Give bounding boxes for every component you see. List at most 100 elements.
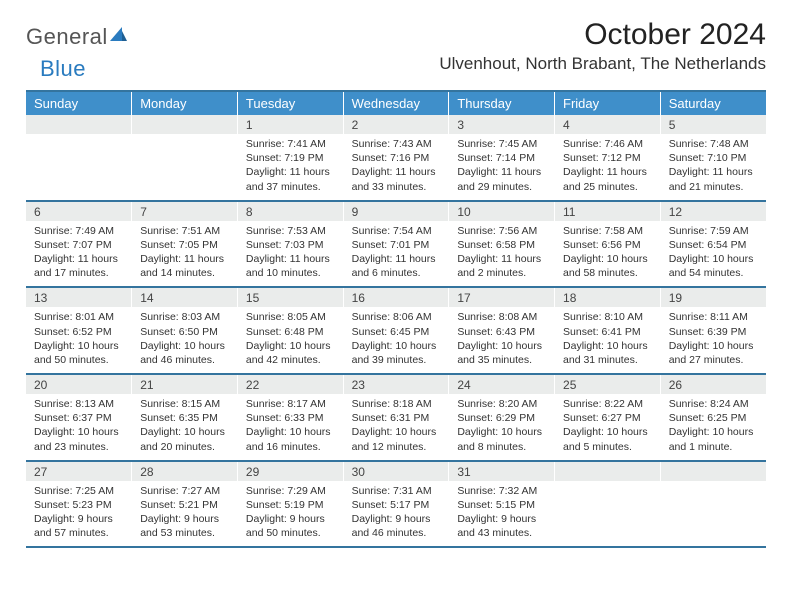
- day-detail-cell: [660, 481, 766, 547]
- day-number-cell: 30: [343, 462, 449, 481]
- day-number-cell: 22: [237, 375, 343, 394]
- day-detail-cell: Sunrise: 8:03 AMSunset: 6:50 PMDaylight:…: [132, 307, 238, 373]
- daylight-text: Daylight: 11 hours and 33 minutes.: [352, 165, 441, 193]
- sunrise-text: Sunrise: 7:54 AM: [352, 224, 441, 238]
- sunset-text: Sunset: 7:03 PM: [246, 238, 335, 252]
- day-number-cell: 26: [660, 375, 766, 394]
- day-detail-cell: Sunrise: 7:51 AMSunset: 7:05 PMDaylight:…: [132, 221, 238, 287]
- daylight-text: Daylight: 11 hours and 2 minutes.: [457, 252, 546, 280]
- day-detail-cell: Sunrise: 7:48 AMSunset: 7:10 PMDaylight:…: [660, 134, 766, 200]
- weekday-header: Thursday: [449, 92, 555, 115]
- daylight-text: Daylight: 10 hours and 54 minutes.: [669, 252, 758, 280]
- daylight-text: Daylight: 9 hours and 53 minutes.: [140, 512, 229, 540]
- day-number-cell: 23: [343, 375, 449, 394]
- day-number-cell: 24: [449, 375, 555, 394]
- daylight-text: Daylight: 10 hours and 1 minute.: [669, 425, 758, 453]
- sunrise-text: Sunrise: 8:10 AM: [563, 310, 652, 324]
- week-separator: [26, 546, 766, 548]
- day-number-row: 2728293031: [26, 462, 766, 481]
- sunrise-text: Sunrise: 8:22 AM: [563, 397, 652, 411]
- sunset-text: Sunset: 5:23 PM: [34, 498, 123, 512]
- day-number-cell: 29: [237, 462, 343, 481]
- daylight-text: Daylight: 9 hours and 50 minutes.: [246, 512, 335, 540]
- title-block: October 2024 Ulvenhout, North Brabant, T…: [439, 18, 766, 74]
- day-detail-cell: Sunrise: 8:06 AMSunset: 6:45 PMDaylight:…: [343, 307, 449, 373]
- day-detail-cell: Sunrise: 7:45 AMSunset: 7:14 PMDaylight:…: [449, 134, 555, 200]
- sunrise-text: Sunrise: 7:29 AM: [246, 484, 335, 498]
- daylight-text: Daylight: 10 hours and 50 minutes.: [34, 339, 123, 367]
- day-detail-cell: Sunrise: 7:25 AMSunset: 5:23 PMDaylight:…: [26, 481, 132, 547]
- day-number-cell: 18: [555, 288, 661, 307]
- calendar-page: General October 2024 Ulvenhout, North Br…: [0, 0, 792, 548]
- sunrise-text: Sunrise: 7:31 AM: [352, 484, 441, 498]
- sunset-text: Sunset: 6:33 PM: [246, 411, 335, 425]
- sunrise-text: Sunrise: 8:03 AM: [140, 310, 229, 324]
- sunset-text: Sunset: 6:25 PM: [669, 411, 758, 425]
- daylight-text: Daylight: 11 hours and 25 minutes.: [563, 165, 652, 193]
- sunrise-text: Sunrise: 8:11 AM: [669, 310, 758, 324]
- day-detail-cell: Sunrise: 7:43 AMSunset: 7:16 PMDaylight:…: [343, 134, 449, 200]
- day-detail-cell: Sunrise: 8:11 AMSunset: 6:39 PMDaylight:…: [660, 307, 766, 373]
- sunset-text: Sunset: 5:19 PM: [246, 498, 335, 512]
- day-number-cell: [132, 115, 238, 134]
- sunset-text: Sunset: 6:39 PM: [669, 325, 758, 339]
- day-detail-cell: Sunrise: 8:05 AMSunset: 6:48 PMDaylight:…: [237, 307, 343, 373]
- day-detail-cell: Sunrise: 8:17 AMSunset: 6:33 PMDaylight:…: [237, 394, 343, 460]
- daylight-text: Daylight: 10 hours and 46 minutes.: [140, 339, 229, 367]
- day-number-cell: 19: [660, 288, 766, 307]
- day-detail-row: Sunrise: 7:49 AMSunset: 7:07 PMDaylight:…: [26, 221, 766, 287]
- sunset-text: Sunset: 6:52 PM: [34, 325, 123, 339]
- day-detail-cell: Sunrise: 8:13 AMSunset: 6:37 PMDaylight:…: [26, 394, 132, 460]
- daylight-text: Daylight: 11 hours and 17 minutes.: [34, 252, 123, 280]
- sunset-text: Sunset: 6:31 PM: [352, 411, 441, 425]
- daylight-text: Daylight: 10 hours and 39 minutes.: [352, 339, 441, 367]
- daylight-text: Daylight: 9 hours and 46 minutes.: [352, 512, 441, 540]
- day-number-cell: 27: [26, 462, 132, 481]
- day-detail-row: Sunrise: 7:25 AMSunset: 5:23 PMDaylight:…: [26, 481, 766, 547]
- day-detail-cell: Sunrise: 7:29 AMSunset: 5:19 PMDaylight:…: [237, 481, 343, 547]
- day-number-cell: 20: [26, 375, 132, 394]
- sunset-text: Sunset: 7:19 PM: [246, 151, 335, 165]
- daylight-text: Daylight: 10 hours and 42 minutes.: [246, 339, 335, 367]
- sunrise-text: Sunrise: 7:53 AM: [246, 224, 335, 238]
- day-detail-cell: Sunrise: 7:56 AMSunset: 6:58 PMDaylight:…: [449, 221, 555, 287]
- day-detail-cell: Sunrise: 7:54 AMSunset: 7:01 PMDaylight:…: [343, 221, 449, 287]
- daylight-text: Daylight: 9 hours and 57 minutes.: [34, 512, 123, 540]
- calendar-table: Sunday Monday Tuesday Wednesday Thursday…: [26, 92, 766, 548]
- day-number-row: 6789101112: [26, 202, 766, 221]
- sunrise-text: Sunrise: 7:46 AM: [563, 137, 652, 151]
- daylight-text: Daylight: 11 hours and 29 minutes.: [457, 165, 546, 193]
- sunrise-text: Sunrise: 7:51 AM: [140, 224, 229, 238]
- daylight-text: Daylight: 11 hours and 21 minutes.: [669, 165, 758, 193]
- day-number-cell: 25: [555, 375, 661, 394]
- sunrise-text: Sunrise: 7:41 AM: [246, 137, 335, 151]
- day-detail-cell: Sunrise: 8:24 AMSunset: 6:25 PMDaylight:…: [660, 394, 766, 460]
- day-detail-cell: Sunrise: 7:41 AMSunset: 7:19 PMDaylight:…: [237, 134, 343, 200]
- day-detail-cell: [26, 134, 132, 200]
- sunset-text: Sunset: 6:27 PM: [563, 411, 652, 425]
- sunset-text: Sunset: 6:29 PM: [457, 411, 546, 425]
- day-number-cell: 8: [237, 202, 343, 221]
- day-number-cell: [555, 462, 661, 481]
- daylight-text: Daylight: 10 hours and 58 minutes.: [563, 252, 652, 280]
- day-detail-cell: [132, 134, 238, 200]
- weekday-header: Friday: [555, 92, 661, 115]
- day-number-cell: 31: [449, 462, 555, 481]
- day-number-cell: 15: [237, 288, 343, 307]
- day-number-cell: [26, 115, 132, 134]
- sunrise-text: Sunrise: 8:24 AM: [669, 397, 758, 411]
- sunset-text: Sunset: 5:17 PM: [352, 498, 441, 512]
- daylight-text: Daylight: 11 hours and 14 minutes.: [140, 252, 229, 280]
- weekday-header: Wednesday: [343, 92, 449, 115]
- daylight-text: Daylight: 10 hours and 5 minutes.: [563, 425, 652, 453]
- daylight-text: Daylight: 10 hours and 31 minutes.: [563, 339, 652, 367]
- sunset-text: Sunset: 6:58 PM: [457, 238, 546, 252]
- day-detail-cell: Sunrise: 7:49 AMSunset: 7:07 PMDaylight:…: [26, 221, 132, 287]
- daylight-text: Daylight: 10 hours and 27 minutes.: [669, 339, 758, 367]
- day-number-cell: 1: [237, 115, 343, 134]
- sunset-text: Sunset: 6:43 PM: [457, 325, 546, 339]
- sunrise-text: Sunrise: 8:15 AM: [140, 397, 229, 411]
- sunrise-text: Sunrise: 7:27 AM: [140, 484, 229, 498]
- day-number-cell: 3: [449, 115, 555, 134]
- sunrise-text: Sunrise: 8:08 AM: [457, 310, 546, 324]
